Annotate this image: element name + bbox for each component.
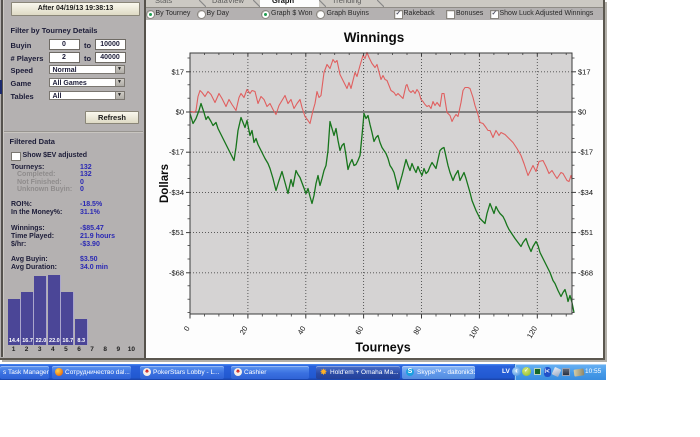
svg-text:$0: $0	[578, 107, 586, 116]
svg-text:-$68: -$68	[169, 268, 184, 277]
svg-text:80: 80	[411, 324, 423, 336]
svg-text:100: 100	[467, 324, 481, 339]
svg-text:-$17: -$17	[578, 147, 593, 156]
svg-text:Dollars: Dollars	[159, 164, 171, 203]
svg-text:$0: $0	[176, 107, 184, 116]
svg-text:-$34: -$34	[169, 187, 184, 196]
svg-text:$17: $17	[171, 67, 184, 76]
svg-text:-$51: -$51	[578, 228, 593, 237]
svg-text:20: 20	[238, 324, 250, 336]
svg-text:-$34: -$34	[578, 187, 593, 196]
svg-text:0: 0	[182, 324, 192, 332]
svg-text:Winnings: Winnings	[344, 30, 405, 45]
svg-text:-$51: -$51	[169, 228, 184, 237]
svg-text:-$68: -$68	[578, 268, 593, 277]
svg-text:120: 120	[525, 324, 539, 339]
svg-text:$17: $17	[578, 67, 591, 76]
svg-text:60: 60	[353, 324, 365, 336]
svg-text:Tourneys: Tourneys	[355, 340, 410, 354]
svg-text:40: 40	[296, 324, 308, 336]
svg-text:-$17: -$17	[169, 147, 184, 156]
